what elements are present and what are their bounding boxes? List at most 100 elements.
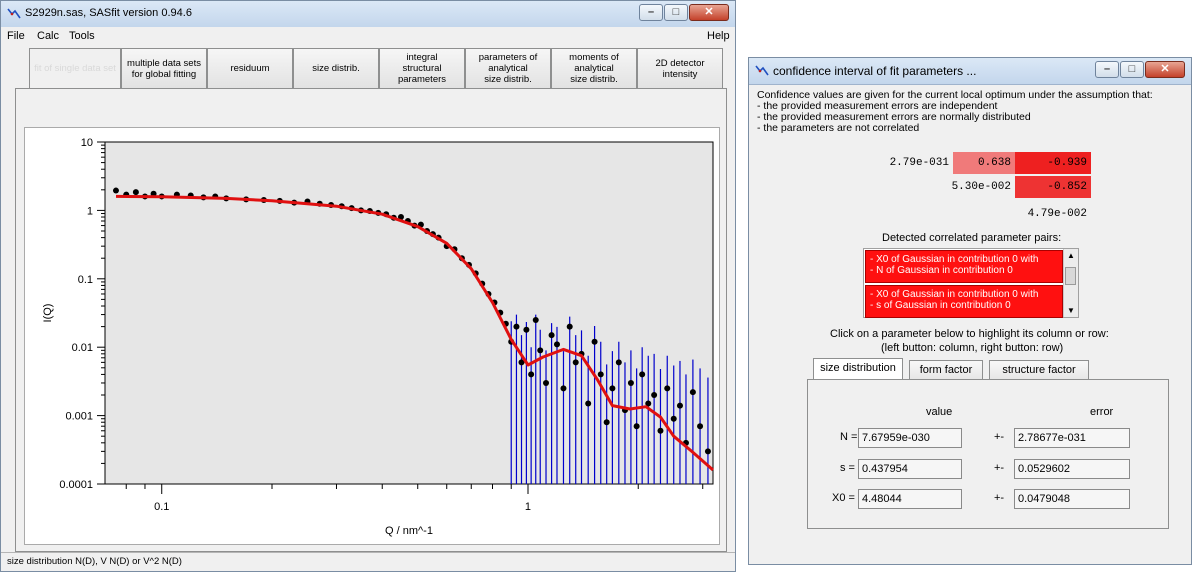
status-text: size distribution N(D), V N(D) or V^2 N(… <box>7 556 182 567</box>
status-bar: size distribution N(D), V N(D) or V^2 N(… <box>1 552 735 571</box>
matrix-cell-1-2[interactable]: -0.852 <box>1015 176 1091 198</box>
data-point <box>633 423 640 430</box>
intro-line: - the provided measurement errors are in… <box>757 100 998 112</box>
confidence-window: confidence interval of fit parameters ..… <box>748 57 1192 565</box>
plus-minus: +- <box>994 431 1005 443</box>
sasfit-app-icon <box>7 8 21 19</box>
data-point <box>572 359 579 366</box>
data-point <box>597 371 604 378</box>
scroll-down-icon[interactable]: ▼ <box>1067 306 1075 315</box>
matrix-cell-0-2[interactable]: -0.939 <box>1015 152 1091 174</box>
data-point <box>664 385 671 392</box>
scroll-thumb[interactable] <box>1065 267 1076 285</box>
plus-minus: +- <box>994 462 1005 474</box>
pairs-scrollbar[interactable]: ▲ ▼ <box>1063 249 1078 317</box>
matrix-cell-0-1[interactable]: 0.638 <box>953 152 1015 174</box>
data-point <box>112 187 119 194</box>
data-point <box>651 392 658 399</box>
intro-line: Confidence values are given for the curr… <box>757 89 1153 101</box>
tab-multiple-data-sets[interactable]: multiple data sets for global fitting <box>121 48 207 88</box>
tab-size-distrib[interactable]: size distrib. <box>293 48 379 88</box>
y-tick-label: 0.01 <box>72 342 93 354</box>
param-error-x0[interactable]: 0.0479048 <box>1014 489 1130 509</box>
param-name-s: s = <box>840 462 855 474</box>
param-name-n: N = <box>840 431 858 443</box>
x-axis-label: Q / nm^-1 <box>385 525 433 537</box>
data-point <box>670 415 677 422</box>
y-tick-label: 0.1 <box>78 274 93 286</box>
tab-integral-structural[interactable]: integral structural parameters <box>379 48 465 88</box>
param-name-x0: X0 = <box>832 492 855 504</box>
plus-minus: +- <box>994 492 1005 504</box>
y-tick-label: 0.0001 <box>59 479 93 491</box>
plot-frame <box>104 141 714 485</box>
param-value-s[interactable]: 0.437954 <box>858 459 962 479</box>
data-point <box>132 189 139 196</box>
menu-help[interactable]: Help <box>707 30 730 42</box>
main-title-bar[interactable]: S2929n.sas, SASfit version 0.94.6 – □ ✕ <box>1 1 735 28</box>
tab-structure-factor[interactable]: structure factor <box>989 360 1089 380</box>
intensity-chart[interactable]: 10 1 0.1 0.01 0.001 0.0001 0.1 1 Q / nm^-1 I(Q) <box>25 128 719 544</box>
menu-calc[interactable]: Calc <box>37 30 60 42</box>
sasfit-app-icon <box>755 65 769 76</box>
intro-line: - the parameters are not correlated <box>757 122 920 134</box>
data-point <box>518 359 525 366</box>
conf-window-title: confidence interval of fit parameters ..… <box>773 64 977 78</box>
correlated-pair-item[interactable]: - X0 of Gaussian in contribution 0 with … <box>865 285 1063 318</box>
minimize-icon: – <box>1103 63 1111 75</box>
maximize-icon: □ <box>672 6 680 18</box>
conf-close-button[interactable]: ✕ <box>1145 61 1185 78</box>
data-point <box>513 323 520 330</box>
menu-file[interactable]: File <box>7 30 25 42</box>
data-point <box>615 359 622 366</box>
tab-2d-detector[interactable]: 2D detector intensity <box>637 48 723 88</box>
data-point <box>657 427 664 434</box>
data-point <box>532 316 539 323</box>
tab-moments-analytical[interactable]: moments of analytical size distrib. <box>551 48 637 88</box>
hint-line-2: (left button: column, right button: row) <box>881 342 1064 354</box>
data-point <box>548 332 555 339</box>
correlated-pair-item[interactable]: - X0 of Gaussian in contribution 0 with … <box>865 250 1063 283</box>
value-column-header: value <box>926 406 953 418</box>
tab-form-factor[interactable]: form factor <box>909 360 983 380</box>
tab-fit-single[interactable]: fit of single data set <box>29 48 121 88</box>
correlated-label: Detected correlated parameter pairs: <box>882 232 1062 244</box>
param-value-x0[interactable]: 4.48044 <box>858 489 962 509</box>
size-distribution-panel: value error N = 7.67959e-030 +- 2.78677e… <box>807 379 1169 529</box>
matrix-cell-1-1[interactable]: 5.30e-002 <box>951 181 1011 193</box>
conf-minimize-button[interactable]: – <box>1095 61 1119 78</box>
tab-size-distribution[interactable]: size distribution <box>813 358 903 380</box>
param-value-n[interactable]: 7.67959e-030 <box>858 428 962 448</box>
tab-residuum[interactable]: residuum <box>207 48 293 88</box>
correlated-pairs-list[interactable]: - X0 of Gaussian in contribution 0 with … <box>863 248 1079 318</box>
fit-curve <box>115 194 714 472</box>
y-tick-label: 10 <box>81 137 93 149</box>
conf-intro: Confidence values are given for the curr… <box>757 90 1153 134</box>
menu-tools[interactable]: Tools <box>69 30 95 42</box>
y-axis-label: I(Q) <box>42 304 54 323</box>
close-button[interactable]: ✕ <box>689 4 729 21</box>
matrix-cell-0-0[interactable]: 2.79e-031 <box>889 157 949 169</box>
plot-background <box>105 142 713 484</box>
data-point <box>585 400 592 407</box>
data-point <box>560 385 567 392</box>
param-error-s[interactable]: 0.0529602 <box>1014 459 1130 479</box>
conf-maximize-button[interactable]: □ <box>1120 61 1144 78</box>
param-error-n[interactable]: 2.78677e-031 <box>1014 428 1130 448</box>
minimize-icon: – <box>647 6 655 18</box>
conf-title-bar[interactable]: confidence interval of fit parameters ..… <box>749 58 1191 85</box>
matrix-cell-2-2[interactable]: 4.79e-002 <box>1027 208 1087 220</box>
data-point <box>645 400 652 407</box>
data-point <box>609 385 616 392</box>
tab-parameters-analytical[interactable]: parameters of analytical size distrib. <box>465 48 551 88</box>
plot-area[interactable]: 10 1 0.1 0.01 0.001 0.0001 0.1 1 Q / nm^-1 I(Q) <box>24 127 720 545</box>
data-point <box>603 419 610 426</box>
error-column-header: error <box>1090 406 1114 418</box>
data-point <box>627 379 634 386</box>
maximize-icon: □ <box>1128 63 1136 75</box>
minimize-button[interactable]: – <box>639 4 663 21</box>
scroll-up-icon[interactable]: ▲ <box>1067 251 1075 260</box>
maximize-button[interactable]: □ <box>664 4 688 21</box>
data-point <box>553 341 560 348</box>
y-tick-label: 1 <box>87 205 93 217</box>
